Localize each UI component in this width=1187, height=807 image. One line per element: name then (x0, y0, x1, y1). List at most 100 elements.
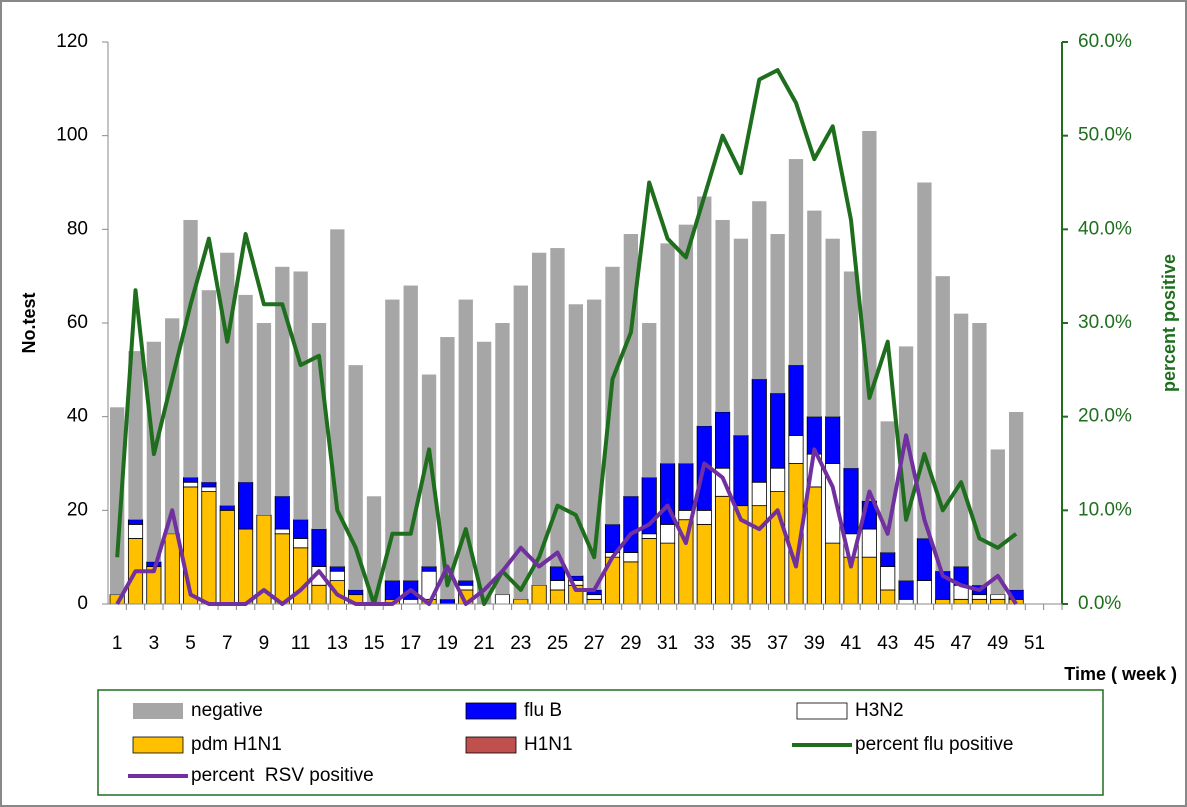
bar (238, 481, 254, 530)
bar (733, 238, 749, 436)
bar (641, 538, 657, 605)
line (115, 68, 1018, 606)
bar (623, 552, 639, 563)
bar (898, 580, 914, 600)
legend-label: H3N2 (855, 700, 904, 721)
bar (935, 598, 951, 605)
bar (274, 533, 290, 605)
legend-swatch (796, 702, 848, 720)
x-tick-label: 9 (259, 633, 270, 654)
legend-swatch (133, 703, 183, 719)
bar (678, 463, 694, 511)
bar (623, 561, 639, 605)
bar (788, 159, 804, 366)
x-tick-label: 47 (951, 633, 972, 654)
bar (238, 528, 254, 605)
legend-swatch (465, 702, 517, 720)
bar (880, 552, 896, 567)
y2-tick-label: 60.0% (1078, 31, 1132, 52)
bar (623, 234, 639, 497)
bar (494, 594, 510, 605)
bar (549, 566, 566, 581)
bar (127, 523, 144, 539)
bar (898, 598, 914, 605)
bar (421, 374, 437, 567)
bar (366, 496, 382, 604)
bar (880, 589, 896, 605)
bar (274, 528, 290, 535)
bar (293, 271, 308, 520)
bar (183, 477, 199, 483)
bar (238, 294, 253, 483)
bar (770, 467, 786, 492)
x-tick-label: 35 (730, 633, 751, 654)
bar (696, 509, 712, 525)
legend-label: percent flu positive (855, 734, 1013, 755)
x-tick-label: 49 (987, 633, 1008, 654)
bar (531, 584, 547, 605)
bar (806, 486, 822, 605)
y2-tick-label: 30.0% (1078, 312, 1132, 333)
bar (183, 219, 198, 478)
bar (1008, 411, 1024, 590)
x-tick-label: 45 (914, 633, 935, 654)
bar (715, 495, 731, 605)
legend-label: negative (191, 700, 263, 721)
legend-label: H1N1 (524, 734, 573, 755)
bar (513, 598, 529, 605)
y2-tick-label: 20.0% (1078, 406, 1132, 427)
bar (916, 580, 932, 605)
x-tick-label: 33 (694, 633, 715, 654)
bar (678, 224, 694, 464)
y-tick-label: 80 (67, 218, 88, 239)
bar (953, 598, 969, 605)
bar (752, 201, 767, 380)
bar (971, 598, 987, 605)
bar (880, 566, 896, 591)
bar (348, 589, 364, 596)
bar (861, 528, 877, 558)
bar (990, 594, 1006, 600)
bar (825, 542, 841, 605)
bar (384, 580, 400, 600)
x-axis-title: Time ( week ) (1064, 664, 1177, 684)
bar (660, 243, 675, 464)
bar (403, 598, 419, 605)
bar (733, 434, 749, 507)
bar (990, 449, 1005, 595)
bar (311, 528, 327, 567)
bar (164, 533, 180, 605)
y2-tick-label: 50.0% (1078, 125, 1132, 146)
bar (971, 594, 987, 600)
bar (697, 196, 712, 427)
y-tick-label: 0 (77, 593, 88, 614)
bar (586, 598, 602, 605)
bar (770, 234, 785, 394)
x-tick-label: 43 (877, 633, 898, 654)
bar (274, 495, 290, 530)
bar (220, 252, 235, 506)
bar (696, 523, 712, 605)
bar (275, 266, 290, 497)
y2-tick-label: 0.0% (1078, 593, 1121, 614)
bar (898, 346, 914, 581)
bar (972, 323, 987, 586)
bar (549, 589, 566, 605)
bar (990, 598, 1006, 605)
bar (439, 598, 455, 605)
bar (861, 556, 877, 605)
bar (531, 252, 547, 586)
y2-axis-title: percent positive (1159, 254, 1179, 392)
y-axis-title: No.test (19, 292, 39, 353)
y-tick-label: 40 (67, 406, 88, 427)
bar (329, 570, 345, 581)
bar (256, 323, 272, 516)
bar (311, 584, 327, 605)
bar (183, 481, 199, 488)
x-tick-label: 41 (840, 633, 861, 654)
x-tick-label: 19 (437, 633, 458, 654)
line (115, 433, 1018, 606)
bar (550, 248, 565, 567)
legend-label: percent RSV positive (191, 765, 374, 786)
